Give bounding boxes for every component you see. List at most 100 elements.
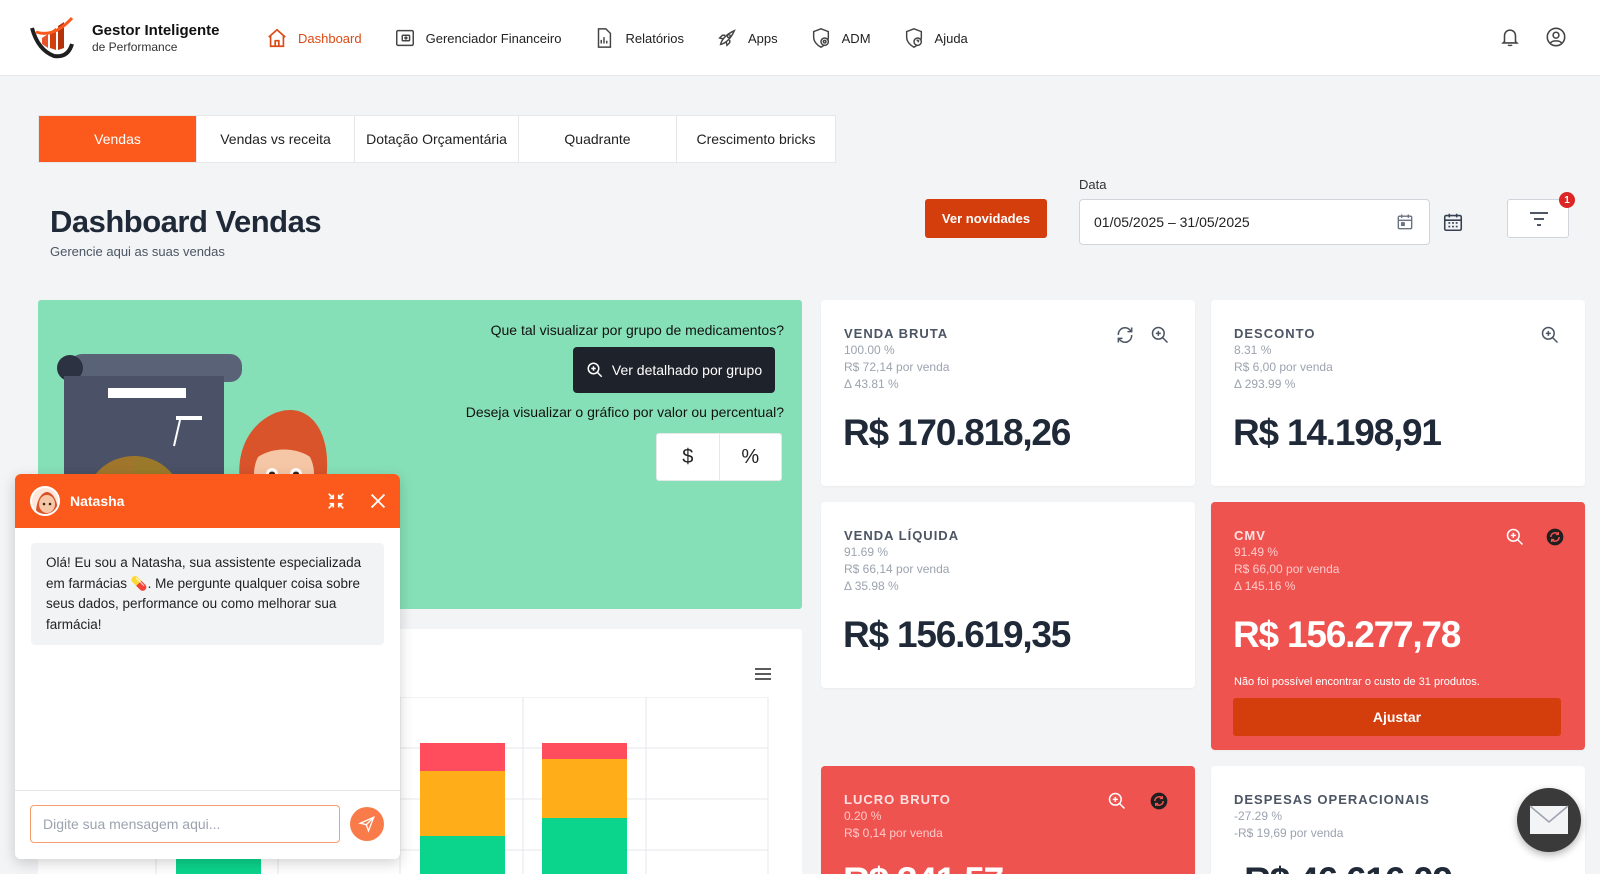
kpi-delta: Δ 145.16 % — [1234, 579, 1296, 593]
chart-mode-question: Deseja visualizar o gráfico por valor ou… — [465, 404, 784, 420]
kpi-value: R$ 341,57 — [843, 860, 1004, 874]
zoom-in-icon[interactable] — [1505, 527, 1525, 547]
tab-quadrante[interactable]: Quadrante — [519, 116, 677, 162]
nav-ajuda[interactable]: Ajuda — [903, 24, 968, 52]
zoom-in-icon[interactable] — [1150, 325, 1170, 345]
nav-apps[interactable]: Apps — [716, 24, 778, 52]
bell-icon[interactable] — [1499, 26, 1521, 48]
sync-icon[interactable] — [1149, 791, 1169, 811]
ver-detalhado-grupo-button[interactable]: Ver detalhado por grupo — [573, 347, 775, 393]
rocket-icon — [718, 29, 736, 47]
kpi-percent: 0.20 % — [844, 809, 882, 823]
chart-bar — [420, 771, 505, 836]
kpi-delta: Δ 43.81 % — [844, 377, 899, 391]
send-message-button[interactable] — [350, 807, 384, 841]
kpi-per-sale: R$ 66,14 por venda — [844, 562, 950, 576]
nav-label: Relatórios — [625, 30, 684, 46]
zoom-in-icon[interactable] — [1540, 325, 1560, 345]
chart-menu-icon[interactable] — [754, 667, 772, 681]
filter-button[interactable] — [1507, 199, 1569, 238]
assistant-message: Olá! Eu sou a Natasha, sua assistente es… — [31, 543, 384, 645]
nav-dashboard[interactable]: Dashboard — [266, 24, 362, 52]
chart-bar — [420, 743, 505, 771]
assistant-name: Natasha — [70, 493, 125, 509]
nav-adm[interactable]: ADM — [810, 24, 871, 52]
nav-label: ADM — [841, 30, 871, 46]
kpi-title: VENDA BRUTA — [844, 326, 949, 341]
kpi-title: DESPESAS OPERACIONAIS — [1234, 792, 1430, 807]
group-question: Que tal visualizar por grupo de medicame… — [490, 322, 784, 338]
kpi-per-sale: -R$ 19,69 por venda — [1234, 826, 1344, 840]
cmv-warning: Não foi possível encontrar o custo de 31… — [1234, 676, 1480, 688]
value-percent-toggle: $ % — [656, 433, 782, 481]
nav-label: Dashboard — [298, 30, 362, 46]
send-icon — [358, 815, 375, 833]
close-icon[interactable] — [367, 490, 389, 512]
nav-relatorios[interactable]: Relatórios — [593, 24, 684, 52]
user-account-icon[interactable] — [1545, 26, 1567, 48]
date-label: Data — [1079, 177, 1107, 192]
kpi-venda-liquida: VENDA LÍQUIDA 91.69 % R$ 66,14 por venda… — [821, 502, 1195, 688]
ajustar-button[interactable]: Ajustar — [1233, 698, 1561, 736]
kpi-value: R$ 170.818,26 — [843, 412, 1071, 453]
chat-message-input[interactable] — [30, 805, 340, 843]
page-title: Dashboard Vendas — [50, 204, 322, 239]
kpi-value: R$ 156.277,78 — [1233, 614, 1461, 655]
percent-mode-button[interactable]: % — [741, 445, 760, 468]
kpi-title: VENDA LÍQUIDA — [844, 528, 960, 543]
refresh-icon[interactable] — [1115, 325, 1135, 345]
kpi-percent: -27.29 % — [1234, 809, 1283, 823]
tab-vendas[interactable]: Vendas — [39, 116, 197, 162]
calendar-picker-icon[interactable] — [1442, 211, 1464, 233]
kpi-percent: 8.31 % — [1234, 343, 1272, 357]
zoom-in-icon[interactable] — [1107, 791, 1127, 811]
kpi-title: LUCRO BRUTO — [844, 792, 951, 807]
assistant-chat-window: Natasha Olá! Eu sou a Natasha, sua assis… — [15, 474, 400, 859]
nav-gerenciador-financeiro[interactable]: Gerenciador Financeiro — [394, 24, 561, 52]
kpi-delta: Δ 35.98 % — [844, 579, 899, 593]
page-subtitle: Gerencie aqui as suas vendas — [50, 244, 225, 259]
wallet-icon — [395, 29, 414, 47]
ver-novidades-button[interactable]: Ver novidades — [925, 199, 1047, 238]
kpi-desconto: DESCONTO 8.31 % R$ 6,00 por venda Δ 293.… — [1211, 300, 1585, 486]
chart-bar — [542, 759, 627, 818]
minimize-icon[interactable] — [325, 490, 347, 512]
calendar-icon[interactable] — [1395, 212, 1415, 232]
kpi-value: R$ 156.619,35 — [843, 614, 1071, 655]
chart-bar — [420, 836, 505, 874]
assistant-avatar — [30, 486, 60, 516]
shield-gear-icon — [812, 28, 829, 48]
sync-icon[interactable] — [1545, 527, 1565, 547]
assistant-face-icon — [35, 492, 58, 514]
kpi-per-sale: R$ 72,14 por venda — [844, 360, 950, 374]
kpi-percent: 100.00 % — [844, 343, 895, 357]
kpi-per-sale: R$ 66,00 por venda — [1234, 562, 1340, 576]
kpi-delta: Δ 293.99 % — [1234, 377, 1296, 391]
chat-footer — [15, 790, 400, 859]
logo-icon[interactable] — [28, 14, 76, 62]
kpi-per-sale: R$ 0,14 por venda — [844, 826, 943, 840]
kpi-per-sale: R$ 6,00 por venda — [1234, 360, 1333, 374]
brand-subtitle: de Performance — [92, 40, 178, 54]
button-label: Ver detalhado por grupo — [611, 362, 763, 378]
chart-bar — [542, 743, 627, 759]
chat-header: Natasha — [15, 474, 400, 528]
kpi-cmv: CMV 91.49 % R$ 66,00 por venda Δ 145.16 … — [1211, 502, 1585, 750]
filter-icon — [1530, 212, 1548, 226]
floating-message-button[interactable] — [1517, 788, 1581, 852]
brand-name: Gestor Inteligente — [92, 22, 220, 39]
value-mode-button[interactable]: $ — [657, 434, 720, 480]
kpi-percent: 91.69 % — [844, 545, 889, 559]
top-navbar: Gestor Inteligente de Performance Dashbo… — [0, 0, 1600, 76]
chart-bar — [542, 818, 627, 874]
brand: Gestor Inteligente de Performance — [92, 22, 220, 54]
kpi-value: R$ 14.198,91 — [1233, 412, 1442, 453]
kpi-title: DESCONTO — [1234, 326, 1316, 341]
nav-label: Ajuda — [934, 30, 968, 46]
date-range-field[interactable]: 01/05/2025 – 31/05/2025 — [1079, 199, 1430, 245]
tab-crescimento-bricks[interactable]: Crescimento bricks — [696, 131, 816, 147]
tab-vendas-vs-receita[interactable]: Vendas vs receita — [197, 116, 355, 162]
tab-dotacao-orcamentaria[interactable]: Dotação Orçamentária — [355, 116, 519, 162]
kpi-value: -R$ 46.616,09 — [1233, 860, 1453, 874]
shield-help-icon — [905, 28, 922, 48]
